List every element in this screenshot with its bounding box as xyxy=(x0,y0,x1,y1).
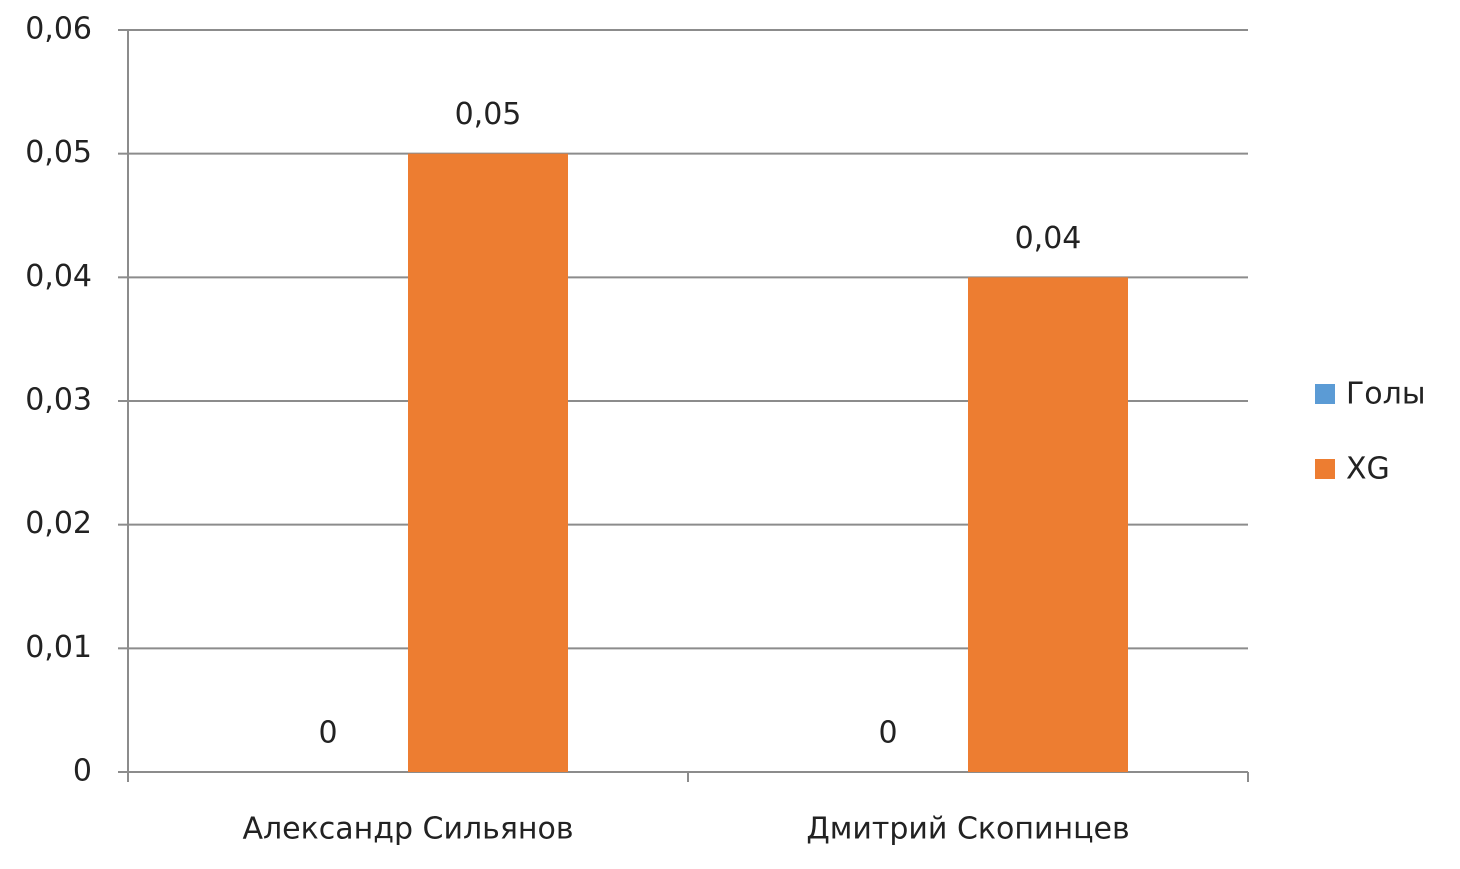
y-tick-label: 0,01 xyxy=(25,630,92,665)
legend-swatch xyxy=(1315,459,1335,479)
y-tick-label: 0,02 xyxy=(25,506,92,541)
data-label: 0 xyxy=(318,716,337,751)
y-tick-label: 0,03 xyxy=(25,383,92,418)
y-tick-label: 0,06 xyxy=(25,12,92,47)
bar xyxy=(408,153,568,772)
x-tick-label: Дмитрий Скопинцев xyxy=(806,812,1129,847)
y-tick-label: 0,05 xyxy=(25,135,92,170)
y-tick-label: 0 xyxy=(73,754,92,789)
data-label: 0,05 xyxy=(455,97,522,132)
legend-label: XG xyxy=(1346,452,1390,487)
bar xyxy=(968,277,1128,772)
legend-label: Голы xyxy=(1346,377,1426,412)
x-tick-label: Александр Сильянов xyxy=(242,812,573,847)
data-label: 0 xyxy=(878,716,897,751)
y-tick-label: 0,04 xyxy=(25,259,92,294)
legend-swatch xyxy=(1315,384,1335,404)
data-label: 0,04 xyxy=(1015,221,1082,256)
